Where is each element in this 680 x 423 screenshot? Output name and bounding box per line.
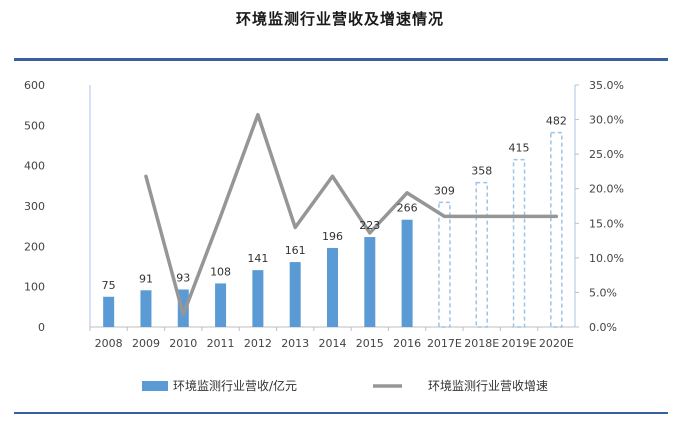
legend-label-bar: 环境监测行业营收/亿元 xyxy=(173,378,297,393)
y-right-tick-label: 20.0% xyxy=(589,183,624,196)
y-left-tick-label: 500 xyxy=(24,119,45,132)
bar xyxy=(103,296,115,327)
bar-value-label: 93 xyxy=(176,271,190,284)
bar-value-label: 75 xyxy=(102,279,116,292)
y-right-tick-label: 35.0% xyxy=(589,79,624,92)
x-tick-label: 2017E xyxy=(427,337,462,350)
growth-line xyxy=(144,112,559,317)
bar-projected xyxy=(438,201,451,328)
bar-value-label: 309 xyxy=(434,184,455,197)
x-tick-label: 2012 xyxy=(244,337,272,350)
y-right-tick-label: 25.0% xyxy=(589,148,624,161)
x-tick-label: 2015 xyxy=(356,337,384,350)
bar xyxy=(327,247,338,327)
y-left-tick-label: 0 xyxy=(38,321,45,334)
y-left-tick-label: 600 xyxy=(24,79,45,92)
legend-label-line: 环境监测行业营收增速 xyxy=(428,378,548,393)
bar xyxy=(215,283,227,327)
y-left-tick-label: 300 xyxy=(24,200,45,213)
x-tick-label: 2018E xyxy=(464,337,499,350)
bar xyxy=(140,290,152,327)
bar-value-label: 108 xyxy=(210,265,231,278)
y-right-tick-label: 15.0% xyxy=(589,217,624,230)
x-tick-label: 2014 xyxy=(319,337,347,350)
chart-title: 环境监测行业营收及增速情况 xyxy=(235,10,444,28)
y-left-tick-label: 100 xyxy=(24,281,45,294)
bar xyxy=(289,262,301,327)
bar-value-label: 266 xyxy=(397,202,418,215)
axes: 0 100 200 300 400 500 600 0.0% 5.0% 10.0% 15.0% 20.… xyxy=(24,79,624,350)
data-labels: 75 91 93 108 141 161 196 223 266 309 358 415 482 xyxy=(102,115,567,292)
bar xyxy=(401,219,413,327)
legend: 环境监测行业营收/亿元 环境监测行业营收增速 xyxy=(142,378,548,393)
top-rule xyxy=(14,58,668,61)
bar-value-label: 415 xyxy=(509,142,530,155)
bar-value-label: 482 xyxy=(546,115,567,128)
x-tick-label: 2013 xyxy=(281,337,309,350)
bar xyxy=(252,270,264,327)
x-tick-label: 2020E xyxy=(539,337,574,350)
bar-projected xyxy=(550,131,563,328)
bar-value-label: 358 xyxy=(471,165,492,178)
bar-projected xyxy=(512,158,526,328)
bar-value-label: 141 xyxy=(247,252,268,265)
y-right-tick-label: 0.0% xyxy=(589,321,617,334)
y-right-tick-label: 10.0% xyxy=(589,252,624,265)
y-right-tick-label: 30.0% xyxy=(589,114,624,127)
bar-value-label: 161 xyxy=(285,244,306,257)
bar-projected xyxy=(475,181,488,328)
x-tick-label: 2019E xyxy=(502,337,537,350)
bar-value-label: 91 xyxy=(139,272,153,285)
bar-value-label: 196 xyxy=(322,230,343,243)
x-tick-label: 2009 xyxy=(132,337,160,350)
x-tick-label: 2008 xyxy=(95,337,123,350)
bar xyxy=(364,237,376,327)
x-tick-label: 2010 xyxy=(169,337,197,350)
y-left-tick-label: 400 xyxy=(24,160,45,173)
bottom-rule xyxy=(14,412,668,414)
bar-value-label: 223 xyxy=(359,219,380,232)
x-tick-label: 2016 xyxy=(393,337,421,350)
growth-line-series xyxy=(144,112,559,317)
x-tick-label: 2011 xyxy=(207,337,235,350)
y-right-tick-label: 5.0% xyxy=(589,286,617,299)
y-left-tick-label: 200 xyxy=(24,240,45,253)
legend-swatch-bar xyxy=(142,381,168,391)
